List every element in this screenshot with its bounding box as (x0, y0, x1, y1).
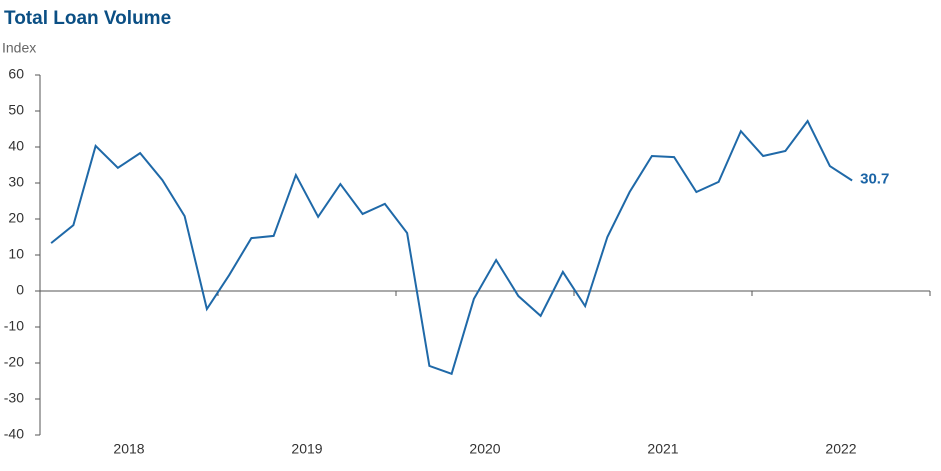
y-tick-label: 40 (8, 138, 24, 154)
x-tick-label: 2020 (469, 441, 500, 457)
x-tick-label: 2021 (647, 441, 678, 457)
chart-title: Total Loan Volume (4, 8, 171, 29)
x-tick-label: 2022 (825, 441, 856, 457)
y-tick-label: 60 (8, 66, 24, 82)
y-tick-label: 50 (8, 102, 24, 118)
y-tick-label: 0 (16, 282, 24, 298)
y-tick-label: -10 (4, 318, 24, 334)
y-tick-label: -40 (4, 426, 24, 442)
y-tick-label: -30 (4, 390, 24, 406)
y-tick-label: 10 (8, 246, 24, 262)
y-tick-label: 30 (8, 174, 24, 190)
y-tick-label: -20 (4, 354, 24, 370)
line (50, 119, 853, 376)
y-axis-label: Index (2, 40, 36, 56)
value-label: 30.7 (860, 170, 889, 187)
y-tick-label: 20 (8, 210, 24, 226)
x-tick-label: 2019 (291, 441, 322, 457)
x-tick-label: 2018 (113, 441, 144, 457)
